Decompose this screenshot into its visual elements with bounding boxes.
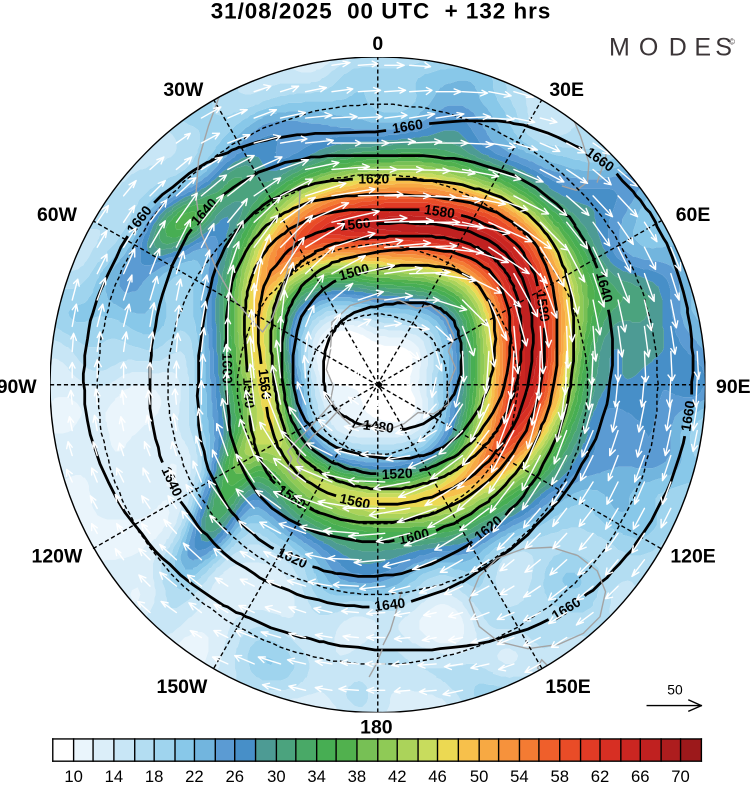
- svg-text:66: 66: [631, 767, 650, 782]
- svg-text:46: 46: [428, 767, 447, 782]
- svg-text:M: M: [609, 34, 630, 62]
- svg-text:70: 70: [671, 767, 690, 782]
- svg-text:60W: 60W: [37, 204, 78, 226]
- svg-text:1600: 1600: [397, 525, 431, 548]
- svg-text:1660: 1660: [391, 116, 424, 137]
- svg-text:1580: 1580: [423, 201, 456, 221]
- svg-text:30W: 30W: [163, 79, 204, 101]
- svg-text:34: 34: [307, 767, 326, 782]
- svg-text:O: O: [639, 34, 658, 62]
- svg-text:150E: 150E: [545, 676, 590, 698]
- svg-text:E: E: [694, 34, 711, 62]
- svg-text:42: 42: [388, 767, 407, 782]
- svg-text:14: 14: [105, 767, 124, 782]
- svg-text:30: 30: [267, 767, 286, 782]
- svg-text:©: ©: [729, 36, 735, 46]
- svg-text:30E: 30E: [549, 79, 584, 101]
- svg-text:54: 54: [510, 767, 529, 782]
- svg-text:22: 22: [185, 767, 204, 782]
- svg-text:90W: 90W: [0, 376, 37, 398]
- svg-text:90E: 90E: [716, 376, 750, 398]
- svg-text:18: 18: [145, 767, 164, 782]
- svg-text:60E: 60E: [676, 204, 711, 226]
- svg-text:180: 180: [360, 716, 393, 738]
- svg-text:S: S: [715, 34, 732, 62]
- svg-text:58: 58: [550, 767, 569, 782]
- svg-text:120E: 120E: [670, 546, 715, 568]
- svg-text:62: 62: [591, 767, 610, 782]
- svg-text:31/08/2025 00 UTC + 132 hrs: 31/08/2025 00 UTC + 132 hrs: [211, 0, 552, 23]
- svg-text:26: 26: [225, 767, 244, 782]
- svg-text:50: 50: [470, 767, 489, 782]
- svg-text:1480: 1480: [362, 416, 395, 436]
- svg-text:1660: 1660: [677, 399, 698, 432]
- svg-text:50: 50: [667, 681, 683, 697]
- svg-text:0: 0: [372, 33, 383, 55]
- svg-text:1560: 1560: [255, 368, 275, 401]
- svg-text:1640: 1640: [373, 594, 406, 614]
- svg-text:1520: 1520: [381, 465, 413, 483]
- svg-text:150W: 150W: [157, 676, 208, 698]
- svg-text:10: 10: [64, 767, 83, 782]
- svg-text:1640: 1640: [593, 270, 617, 304]
- svg-text:120W: 120W: [32, 546, 83, 568]
- svg-text:1620: 1620: [358, 170, 389, 186]
- svg-text:D: D: [669, 34, 687, 62]
- svg-text:38: 38: [348, 767, 367, 782]
